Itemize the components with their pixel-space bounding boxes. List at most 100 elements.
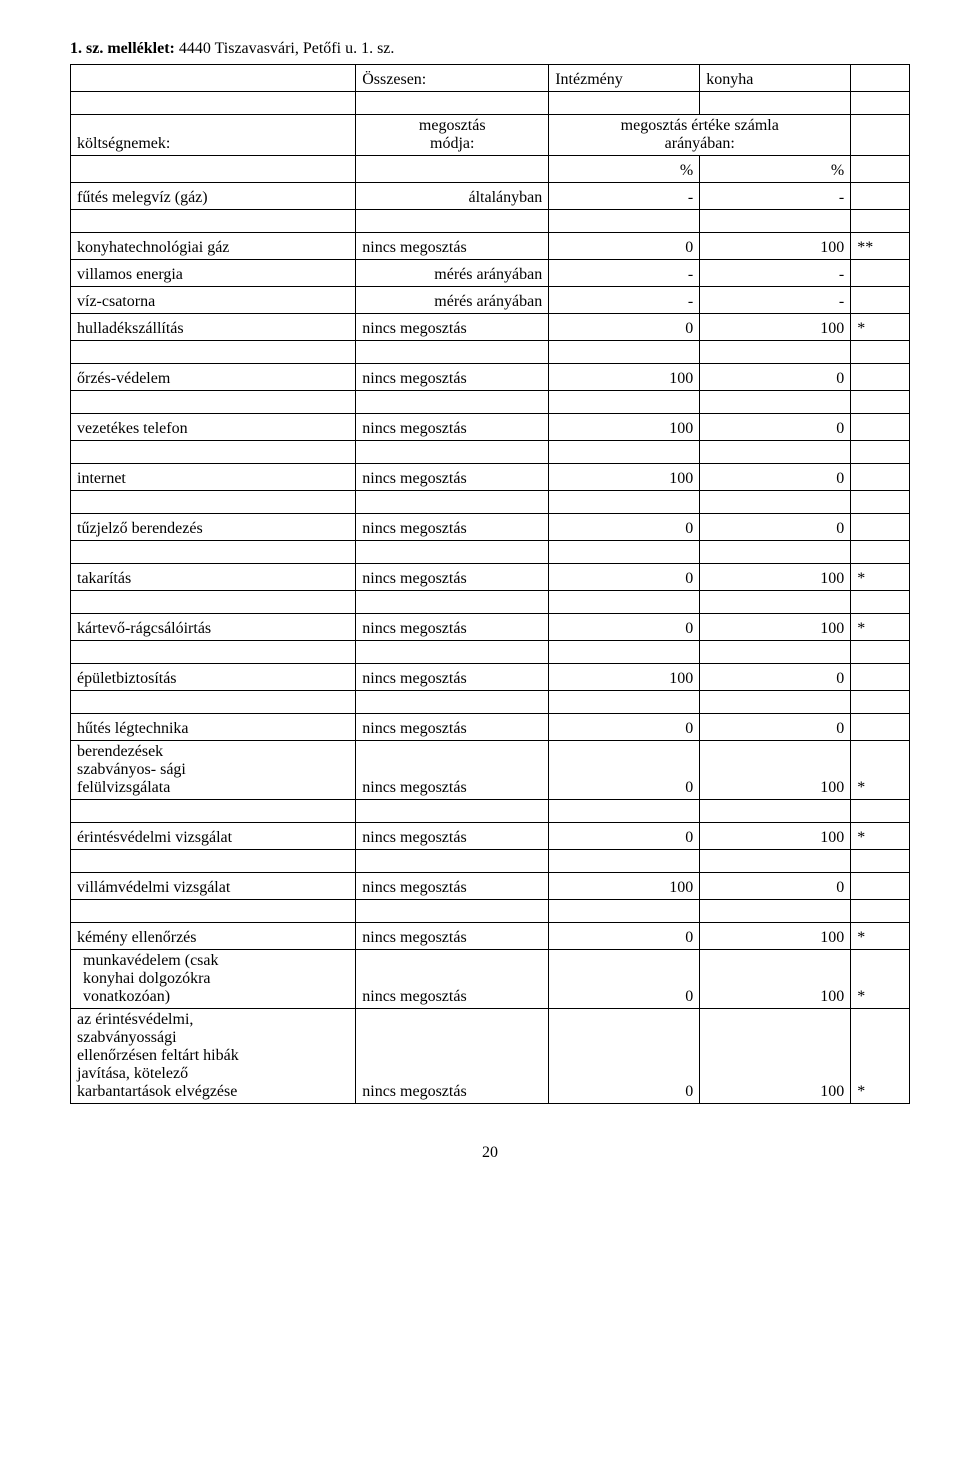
cell: 100 [700,923,851,950]
cell: * [851,614,910,641]
cell [700,210,851,233]
cell: 100 [700,314,851,341]
table-row: kártevő-rágcsálóirtás nincs megosztás 0 … [71,614,910,641]
table-row [71,591,910,614]
cell [71,441,356,464]
cell: hűtés légtechnika [71,714,356,741]
cell: nincs megosztás [356,233,549,260]
cell [851,541,910,564]
table-row: hűtés légtechnika nincs megosztás 0 0 [71,714,910,741]
cell: 100 [549,364,700,391]
cell: mérés arányában [356,260,549,287]
cell [700,491,851,514]
cell: 0 [549,614,700,641]
cell [71,850,356,873]
cell: vezetékes telefon [71,414,356,441]
text: karbantartások elvégzése [77,1083,237,1100]
cell: érintésvédelmi vizsgálat [71,823,356,850]
cell: - [549,183,700,210]
cell: * [851,823,910,850]
cell: 100 [549,873,700,900]
table-row: az érintésvédelmi, szabványossági ellenő… [71,1009,910,1104]
cell [700,591,851,614]
cell: * [851,741,910,800]
cell [700,691,851,714]
text: javítása, kötelező [77,1065,188,1082]
cell [700,391,851,414]
cell [71,391,356,414]
table-row: kémény ellenőrzés nincs megosztás 0 100 … [71,923,910,950]
cell [700,541,851,564]
cell: megosztás értéke számla arányában: [549,115,851,156]
cell [549,850,700,873]
cell [851,414,910,441]
cell [851,391,910,414]
cell [851,156,910,183]
table-row: berendezések szabványos- sági felülvizsg… [71,741,910,800]
cell: 0 [549,923,700,950]
text: megosztás [419,117,486,134]
cell: általányban [356,183,549,210]
cell: 0 [700,414,851,441]
cell: nincs megosztás [356,464,549,491]
cell [700,800,851,823]
cell: 0 [549,950,700,1009]
cell [851,65,910,92]
cell: víz-csatorna [71,287,356,314]
cell: 100 [700,950,851,1009]
table-row [71,391,910,414]
cell [851,691,910,714]
table-row [71,850,910,873]
cell: nincs megosztás [356,823,549,850]
table-row [71,92,910,115]
cell [71,341,356,364]
cell: 0 [549,823,700,850]
cell: nincs megosztás [356,1009,549,1104]
cell: 0 [549,564,700,591]
cell: 0 [700,364,851,391]
table-row: internet nincs megosztás 100 0 [71,464,910,491]
cell: nincs megosztás [356,741,549,800]
cell [851,287,910,314]
cell: 100 [700,564,851,591]
table-row: tűzjelző berendezés nincs megosztás 0 0 [71,514,910,541]
cell [851,873,910,900]
cell: Intézmény [549,65,700,92]
cell [549,691,700,714]
cell [356,441,549,464]
cell [71,591,356,614]
cell [851,900,910,923]
table-row [71,691,910,714]
text: berendezések [77,743,163,760]
cell [356,900,549,923]
cell: nincs megosztás [356,873,549,900]
cell [700,341,851,364]
cell: kártevő-rágcsálóirtás [71,614,356,641]
cell: 100 [700,614,851,641]
table-row [71,900,910,923]
cell: fűtés melegvíz (gáz) [71,183,356,210]
cell: költségnemek: [71,115,356,156]
cell: - [700,260,851,287]
cell [71,491,356,514]
cell: 100 [700,823,851,850]
cell: épületbiztosítás [71,664,356,691]
cell: nincs megosztás [356,414,549,441]
table-row: őrzés-védelem nincs megosztás 100 0 [71,364,910,391]
cell [549,92,700,115]
cell [851,464,910,491]
text: felülvizsgálata [77,779,170,796]
cell [356,341,549,364]
cell [700,900,851,923]
text: vonatkozóan) [83,988,170,1005]
cell [356,641,549,664]
cell: % [700,156,851,183]
table-row: % % [71,156,910,183]
cell: takarítás [71,564,356,591]
cell: munkavédelem (csak konyhai dolgozókra vo… [71,950,356,1009]
cell [549,541,700,564]
cell: 0 [549,1009,700,1104]
cell: nincs megosztás [356,614,549,641]
cell: - [700,287,851,314]
cell [851,183,910,210]
